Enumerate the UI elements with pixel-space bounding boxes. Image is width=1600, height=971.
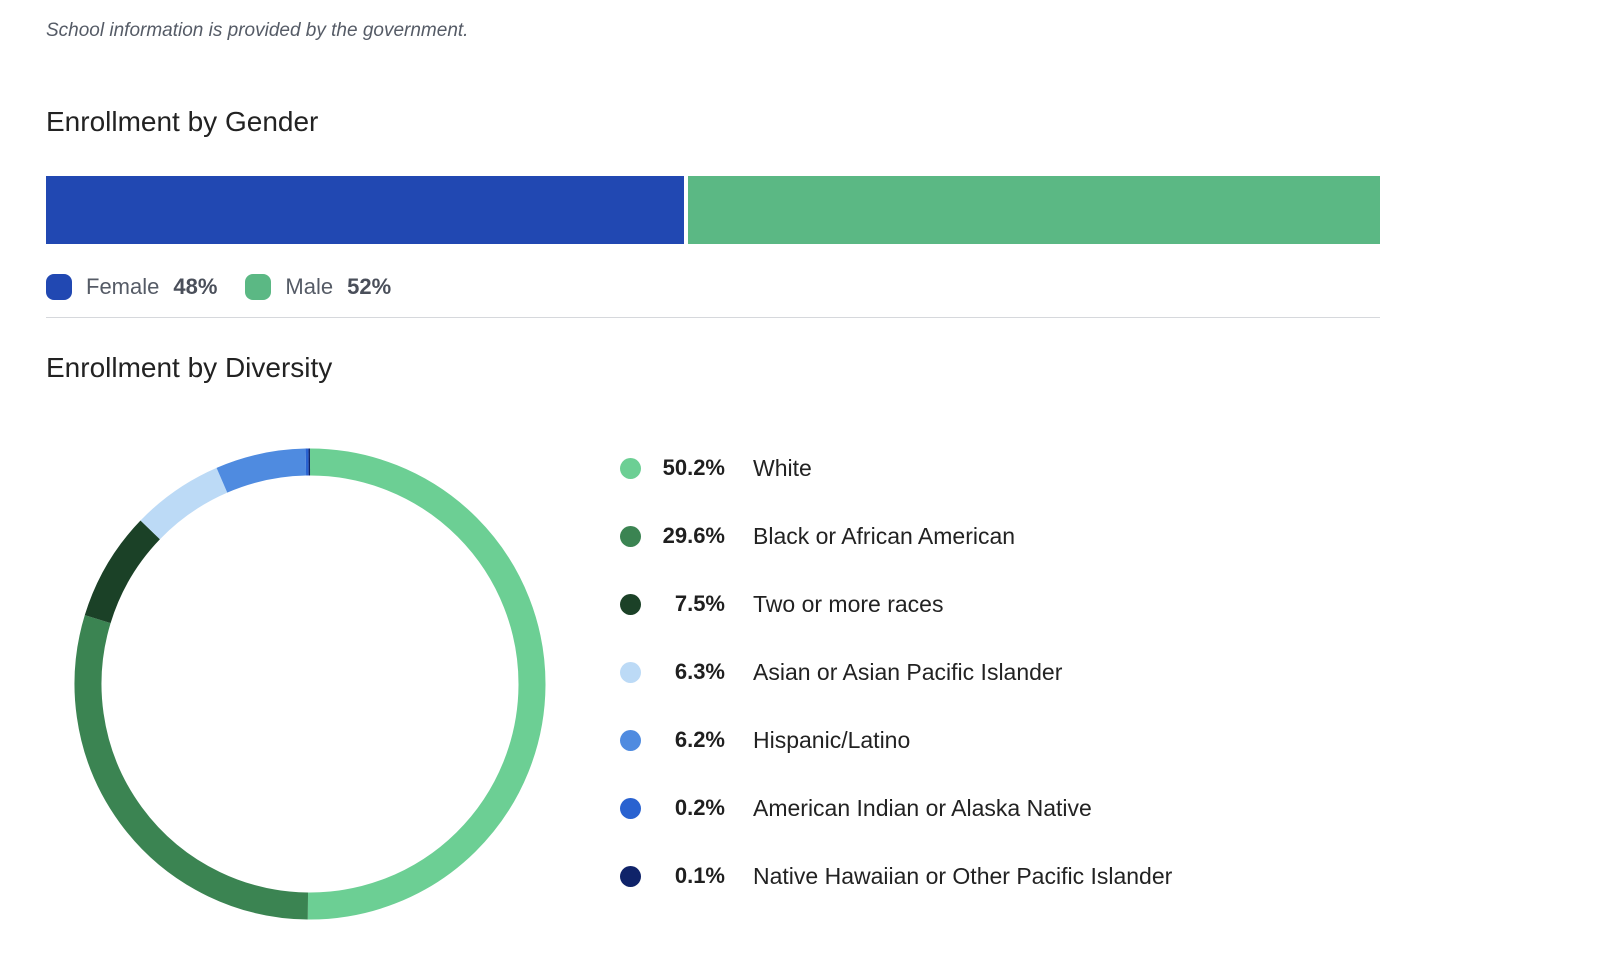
- male-swatch: [245, 274, 272, 300]
- legend-dot: [620, 661, 641, 683]
- diversity-legend-item: 0.2% American Indian or Alaska Native: [620, 774, 1172, 842]
- gender-legend-label: Female: [86, 274, 160, 299]
- gender-legend-value: 48%: [173, 274, 218, 299]
- diversity-legend-item: 50.2% White: [620, 434, 1172, 502]
- legend-dot: [620, 729, 641, 751]
- legend-dot: [620, 797, 641, 819]
- diversity-legend-item: 7.5% Two or more races: [620, 570, 1172, 638]
- legend-label: Black or African American: [753, 522, 1016, 549]
- legend-dot: [620, 865, 641, 887]
- legend-percent: 6.3%: [674, 659, 725, 684]
- donut-slice-3: [140, 467, 228, 540]
- legend-label: Native Hawaiian or Other Pacific Islande…: [753, 862, 1173, 889]
- gender-bar-gap: [684, 176, 689, 244]
- gender-section-title: Enrollment by Gender: [46, 106, 319, 137]
- legend-label: Asian or Asian Pacific Islander: [753, 658, 1063, 685]
- gender-legend-label: Male: [285, 274, 334, 299]
- legend-label: Two or more races: [753, 590, 944, 617]
- gender-bar-segment-female: [46, 176, 685, 244]
- diversity-legend-item: 6.3% Asian or Asian Pacific Islander: [620, 638, 1172, 706]
- legend-label: White: [753, 454, 812, 481]
- gender-legend-item-female: Female 48%: [46, 274, 217, 300]
- diversity-legend-item: 29.6% Black or African American: [620, 502, 1172, 570]
- legend-dot: [620, 593, 641, 615]
- gender-legend: Female 48% Male 52%: [46, 274, 419, 300]
- legend-percent: 29.6%: [662, 523, 725, 548]
- legend-label: Hispanic/Latino: [753, 726, 911, 753]
- female-swatch: [46, 274, 72, 300]
- diversity-legend: 50.2% White 29.6% Black or African American…: [620, 434, 1172, 910]
- gender-legend-item-male: Male 52%: [245, 274, 391, 300]
- donut-slice-4: [216, 448, 307, 493]
- legend-dot: [620, 457, 641, 479]
- legend-percent: 7.5%: [674, 591, 725, 616]
- gender-stacked-bar: [46, 176, 1380, 244]
- diversity-legend-item: 0.1% Native Hawaiian or Other Pacific Isl…: [620, 842, 1172, 910]
- section-divider: [46, 317, 1380, 318]
- donut-slice-2: [84, 520, 161, 624]
- legend-percent: 6.2%: [674, 727, 725, 752]
- diversity-donut-chart: [74, 448, 546, 920]
- gender-legend-value: 52%: [347, 274, 392, 299]
- donut-slice-0: [307, 448, 546, 920]
- legend-label: American Indian or Alaska Native: [753, 794, 1092, 821]
- diversity-legend-item: 6.2% Hispanic/Latino: [620, 706, 1172, 774]
- legend-percent: 0.1%: [674, 863, 725, 888]
- source-disclaimer: School information is provided by the go…: [46, 20, 469, 41]
- legend-percent: 0.2%: [674, 795, 725, 820]
- diversity-section-title: Enrollment by Diversity: [46, 352, 333, 383]
- legend-percent: 50.2%: [662, 455, 725, 480]
- donut-slice-1: [74, 615, 309, 920]
- gender-bar-segment-male: [688, 176, 1380, 244]
- legend-dot: [620, 525, 641, 547]
